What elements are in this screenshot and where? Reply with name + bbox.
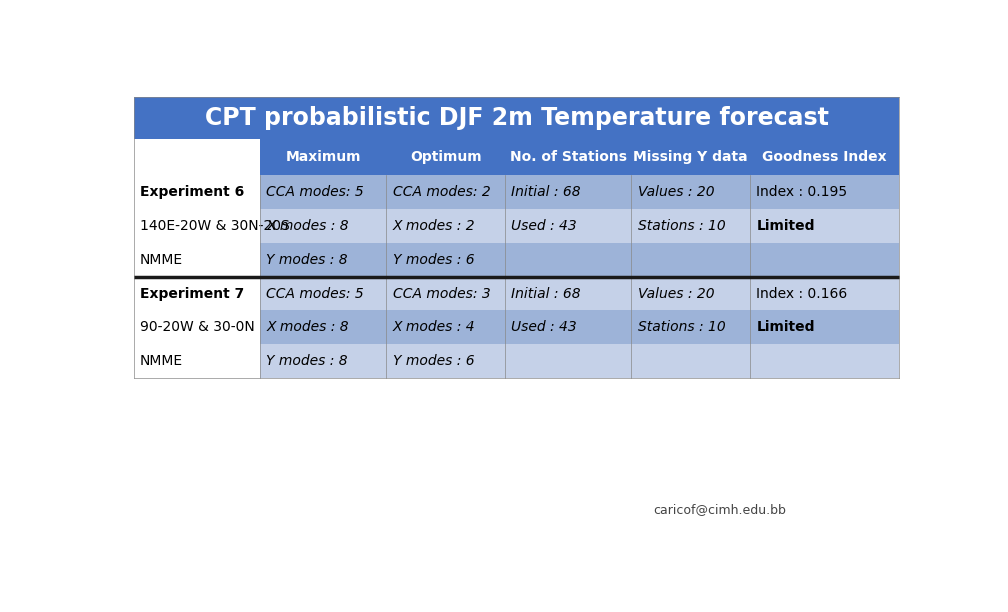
FancyBboxPatch shape — [134, 310, 260, 345]
FancyBboxPatch shape — [505, 175, 631, 209]
FancyBboxPatch shape — [750, 277, 899, 310]
FancyBboxPatch shape — [750, 345, 899, 378]
FancyBboxPatch shape — [631, 277, 750, 310]
FancyBboxPatch shape — [260, 209, 386, 242]
FancyBboxPatch shape — [386, 242, 505, 277]
FancyBboxPatch shape — [134, 277, 260, 310]
FancyBboxPatch shape — [750, 175, 899, 209]
FancyBboxPatch shape — [505, 345, 631, 378]
Text: 90-20W & 30-0N: 90-20W & 30-0N — [140, 321, 255, 334]
Text: X modes : 8: X modes : 8 — [266, 218, 349, 233]
FancyBboxPatch shape — [260, 242, 386, 277]
FancyBboxPatch shape — [631, 345, 750, 378]
FancyBboxPatch shape — [134, 175, 260, 209]
Text: Maximum: Maximum — [285, 150, 361, 164]
Text: CCA modes: 3: CCA modes: 3 — [393, 286, 491, 300]
Text: Experiment 7: Experiment 7 — [140, 286, 244, 300]
Text: 140E-20W & 30N-20S: 140E-20W & 30N-20S — [140, 218, 290, 233]
Text: Stations : 10: Stations : 10 — [638, 321, 726, 334]
Text: NMME: NMME — [140, 354, 183, 368]
Text: Limited: Limited — [756, 321, 814, 334]
Text: Used : 43: Used : 43 — [511, 218, 578, 233]
Text: Index : 0.195: Index : 0.195 — [756, 185, 848, 199]
FancyBboxPatch shape — [386, 209, 505, 242]
Text: CCA modes: 2: CCA modes: 2 — [393, 185, 491, 199]
Text: Missing Y data: Missing Y data — [633, 150, 748, 164]
FancyBboxPatch shape — [631, 175, 750, 209]
Text: CCA modes: 5: CCA modes: 5 — [266, 185, 364, 199]
FancyBboxPatch shape — [260, 140, 386, 175]
Text: Goodness Index: Goodness Index — [762, 150, 887, 164]
Text: Y modes : 8: Y modes : 8 — [266, 253, 348, 267]
FancyBboxPatch shape — [505, 140, 631, 175]
FancyBboxPatch shape — [260, 175, 386, 209]
FancyBboxPatch shape — [134, 242, 260, 277]
FancyBboxPatch shape — [750, 209, 899, 242]
Text: Initial : 68: Initial : 68 — [511, 286, 581, 300]
FancyBboxPatch shape — [386, 140, 505, 175]
FancyBboxPatch shape — [750, 242, 899, 277]
Text: caricof@cimh.edu.bb: caricof@cimh.edu.bb — [653, 503, 786, 516]
FancyBboxPatch shape — [505, 310, 631, 345]
Text: Initial : 68: Initial : 68 — [511, 185, 581, 199]
FancyBboxPatch shape — [631, 209, 750, 242]
FancyBboxPatch shape — [631, 310, 750, 345]
Text: CPT probabilistic DJF 2m Temperature forecast: CPT probabilistic DJF 2m Temperature for… — [205, 106, 829, 130]
Text: Y modes : 8: Y modes : 8 — [266, 354, 348, 368]
FancyBboxPatch shape — [134, 140, 260, 175]
Text: Y modes : 6: Y modes : 6 — [393, 253, 475, 267]
Text: X modes : 8: X modes : 8 — [266, 321, 349, 334]
FancyBboxPatch shape — [386, 175, 505, 209]
FancyBboxPatch shape — [134, 345, 260, 378]
FancyBboxPatch shape — [631, 140, 750, 175]
FancyBboxPatch shape — [386, 310, 505, 345]
Text: Stations : 10: Stations : 10 — [638, 218, 726, 233]
FancyBboxPatch shape — [386, 345, 505, 378]
FancyBboxPatch shape — [134, 209, 260, 242]
FancyBboxPatch shape — [631, 242, 750, 277]
Text: Y modes : 6: Y modes : 6 — [393, 354, 475, 368]
Text: No. of Stations: No. of Stations — [510, 150, 627, 164]
Text: Index : 0.166: Index : 0.166 — [756, 286, 848, 300]
FancyBboxPatch shape — [260, 310, 386, 345]
Text: Limited: Limited — [756, 218, 814, 233]
FancyBboxPatch shape — [386, 277, 505, 310]
FancyBboxPatch shape — [134, 97, 899, 140]
Text: Used : 43: Used : 43 — [511, 321, 578, 334]
Text: Values : 20: Values : 20 — [638, 185, 715, 199]
FancyBboxPatch shape — [750, 310, 899, 345]
FancyBboxPatch shape — [260, 277, 386, 310]
Text: Values : 20: Values : 20 — [638, 286, 715, 300]
FancyBboxPatch shape — [260, 345, 386, 378]
FancyBboxPatch shape — [505, 277, 631, 310]
Text: NMME: NMME — [140, 253, 183, 267]
Text: X modes : 4: X modes : 4 — [393, 321, 476, 334]
Text: CCA modes: 5: CCA modes: 5 — [266, 286, 364, 300]
Text: Experiment 6: Experiment 6 — [140, 185, 244, 199]
Text: X modes : 2: X modes : 2 — [393, 218, 476, 233]
Text: Optimum: Optimum — [410, 150, 482, 164]
FancyBboxPatch shape — [505, 209, 631, 242]
FancyBboxPatch shape — [750, 140, 899, 175]
FancyBboxPatch shape — [505, 242, 631, 277]
